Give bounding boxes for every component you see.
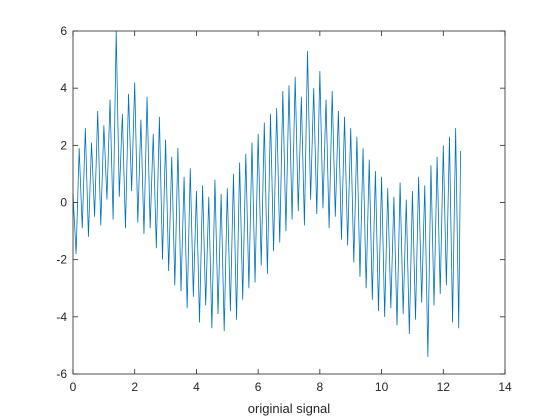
y-tick-label: -2 [56,253,67,267]
x-tick-label: 10 [375,380,389,394]
y-tick-label: -6 [56,367,67,381]
y-tick-label: 2 [60,138,67,152]
x-tick-label: 8 [317,380,324,394]
y-tick-label: 4 [60,81,67,95]
x-axis-label: originial signal [248,401,330,416]
x-tick-label: 2 [131,380,138,394]
x-tick-label: 6 [255,380,262,394]
x-tick-label: 0 [70,380,77,394]
x-tick-label: 12 [437,380,451,394]
x-tick-label: 14 [498,380,512,394]
y-tick-label: 6 [60,24,67,38]
signal-line [72,30,461,357]
x-tick-label: 4 [193,380,200,394]
y-tick-label: 0 [60,196,67,210]
y-tick-label: -4 [56,310,67,324]
plot-area [73,31,505,374]
